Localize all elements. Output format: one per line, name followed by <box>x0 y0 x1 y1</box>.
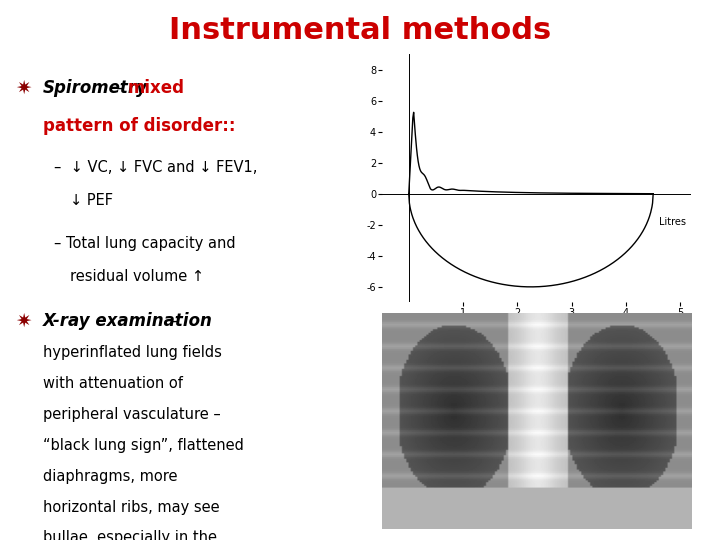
Text: Instrumental methods: Instrumental methods <box>169 16 551 45</box>
Text: mixed: mixed <box>128 79 185 97</box>
Text: – Total lung capacity and: – Total lung capacity and <box>55 236 236 251</box>
Text: ✷: ✷ <box>16 312 32 331</box>
Text: –  ↓ VC, ↓ FVC and ↓ FEV1,: – ↓ VC, ↓ FVC and ↓ FEV1, <box>55 160 258 175</box>
Text: ↓ PEF: ↓ PEF <box>70 193 113 208</box>
Text: Spirometry: Spirometry <box>42 79 148 97</box>
Text: peripheral vasculature –: peripheral vasculature – <box>42 407 220 422</box>
Text: ✷: ✷ <box>16 79 32 98</box>
Text: –: – <box>111 79 130 97</box>
Text: “black lung sign”, flattened: “black lung sign”, flattened <box>42 438 243 453</box>
Text: residual volume ↑: residual volume ↑ <box>70 269 204 284</box>
Text: with attenuation of: with attenuation of <box>42 376 183 391</box>
Text: pattern of disorder::: pattern of disorder:: <box>42 117 235 135</box>
Text: hyperinflated lung fields: hyperinflated lung fields <box>42 345 222 360</box>
Text: X-ray examination: X-ray examination <box>42 312 212 330</box>
Text: –: – <box>166 312 179 330</box>
Text: bullae, especially in the: bullae, especially in the <box>42 530 217 540</box>
Text: diaphragms, more: diaphragms, more <box>42 469 177 484</box>
Text: horizontal ribs, may see: horizontal ribs, may see <box>42 500 220 515</box>
Text: Litres: Litres <box>659 217 685 227</box>
